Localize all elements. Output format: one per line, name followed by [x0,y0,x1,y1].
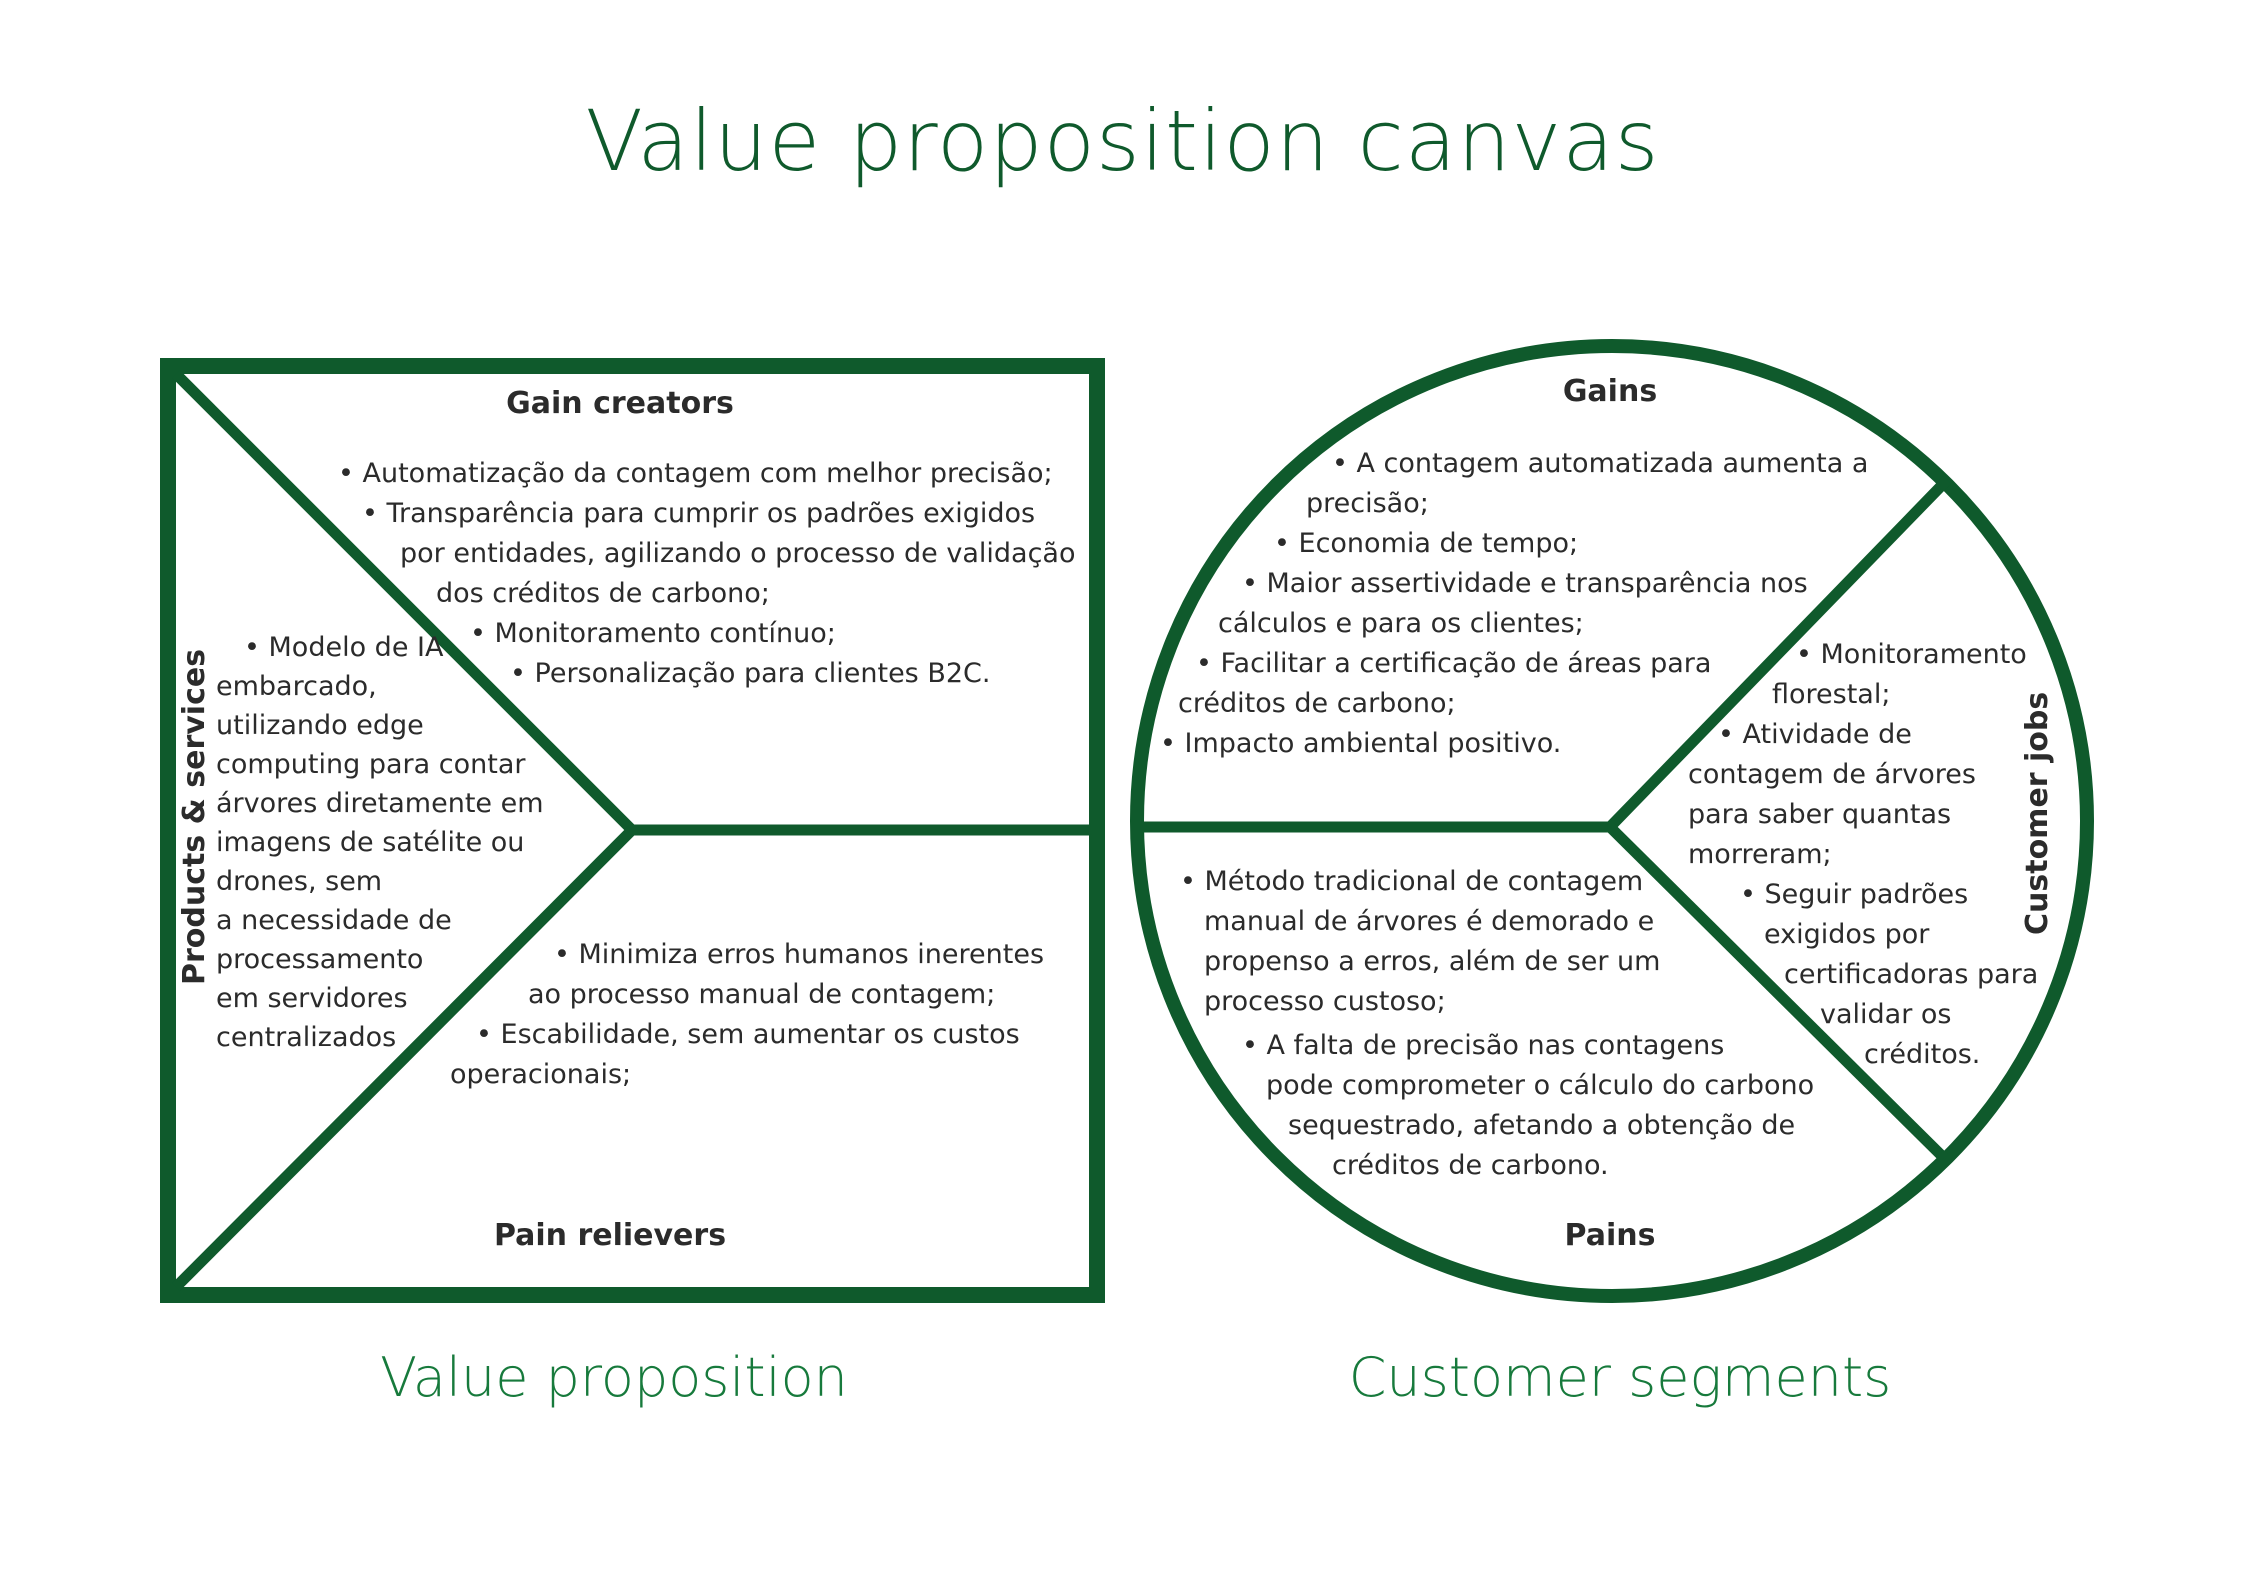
list-item: certificadoras para [1784,959,2039,990]
list-item: sequestrado, afetando a obtenção de [1288,1110,1796,1141]
list-item: utilizando edge [216,710,424,741]
products-services-list: • Modelo de IA embarcado, utilizando edg… [216,628,544,1057]
customer-jobs-list: • Monitoramento florestal; • Atividade d… [1688,635,2038,1075]
list-item: computing para contar [216,749,526,780]
pain-relievers-list: • Minimiza erros humanos inerentes ao pr… [450,935,1044,1095]
list-item: processo custoso; [1204,986,1446,1017]
gains-heading: Gains [1562,374,1658,409]
list-item: em servidores [216,983,408,1014]
list-item: contagem de árvores [1688,759,1976,790]
list-item: • Modelo de IA [244,632,444,663]
list-item: validar os [1820,999,1952,1030]
gain-creators-list: • Automatização da contagem com melhor p… [338,454,1076,694]
gains-list: • A contagem automatizada aumenta a prec… [1160,444,1868,764]
list-item: operacionais; [450,1059,632,1090]
list-item: a necessidade de [216,905,452,936]
list-item: precisão; [1306,488,1429,519]
list-item: • A falta de precisão nas contagens [1242,1030,1725,1061]
divider-upper-diagonal [172,370,636,834]
list-item: • Minimiza erros humanos inerentes [554,939,1045,970]
list-item: • Maior assertividade e transparência no… [1242,568,1808,599]
value-proposition-caption: Value proposition [380,1346,848,1409]
list-item: ao processo manual de contagem; [528,979,996,1010]
list-item: • Atividade de [1718,719,1912,750]
list-item: • Automatização da contagem com melhor p… [338,458,1053,489]
list-item: morreram; [1688,839,1832,870]
list-item: por entidades, agilizando o processo de … [400,538,1076,569]
list-item: embarcado, [216,671,377,702]
list-item: • Seguir padrões [1740,879,1969,910]
list-item: • A contagem automatizada aumenta a [1332,448,1869,479]
gain-creators-heading: Gain creators [506,386,734,421]
list-item: • Escabilidade, sem aumentar os custos [476,1019,1020,1050]
pains-list: • Método tradicional de contagem manual … [1180,862,1814,1186]
list-item: créditos de carbono. [1332,1150,1609,1181]
page-title: Value proposition canvas [585,92,1660,190]
list-item: • Economia de tempo; [1274,528,1579,559]
list-item: exigidos por [1764,919,1930,950]
list-item: processamento [216,944,424,975]
list-item: drones, sem [216,866,383,897]
list-item: cálculos e para os clientes; [1218,608,1584,639]
list-item: • Personalização para clientes B2C. [510,658,991,689]
circle-divider-upper [1606,476,1951,831]
customer-jobs-heading: Customer jobs [2020,691,2055,935]
list-item: pode comprometer o cálculo do carbono [1266,1070,1815,1101]
divider-lower-diagonal [172,826,636,1291]
value-proposition-square [160,358,1105,1303]
list-item: • Facilitar a certificação de áreas para [1196,648,1712,679]
list-item: créditos de carbono; [1178,688,1456,719]
list-item: imagens de satélite ou [216,827,525,858]
list-item: créditos. [1864,1039,1981,1070]
list-item: propenso a erros, além de ser um [1204,946,1661,977]
list-item: • Monitoramento contínuo; [470,618,836,649]
list-item: centralizados [216,1022,397,1053]
list-item: manual de árvores é demorado e [1204,906,1655,937]
products-services-heading: Products & services [177,648,212,985]
list-item: árvores diretamente em [216,788,544,819]
list-item: para saber quantas [1688,799,1952,830]
circle-divider-lower [1606,823,1948,1162]
customer-segments-caption: Customer segments [1348,1346,1892,1409]
customer-segment-circle [1130,339,2094,1303]
list-item: florestal; [1772,679,1891,710]
list-item: dos créditos de carbono; [436,578,770,609]
list-item: • Método tradicional de contagem [1180,866,1644,897]
pain-relievers-heading: Pain relievers [493,1218,727,1253]
list-item: • Transparência para cumprir os padrões … [362,498,1036,529]
pains-heading: Pains [1564,1218,1656,1253]
list-item: • Monitoramento [1796,639,2027,670]
list-item: • Impacto ambiental positivo. [1160,728,1562,759]
